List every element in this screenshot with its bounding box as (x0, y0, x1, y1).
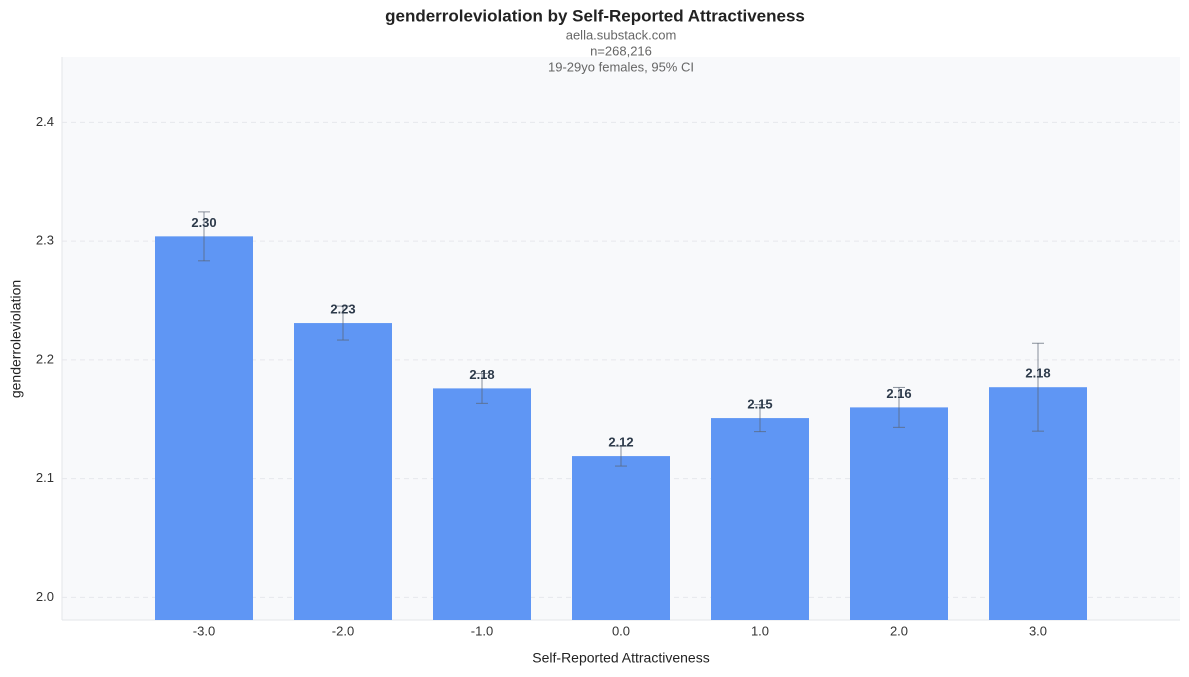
bar (155, 236, 253, 620)
chart-title: genderroleviolation by Self-Reported Att… (385, 6, 805, 25)
x-tick-label: -1.0 (471, 623, 493, 638)
subtitle: n=268,216 (590, 43, 652, 58)
x-tick-label: 1.0 (751, 623, 769, 638)
bar (294, 323, 392, 620)
x-tick-label: 2.0 (890, 623, 908, 638)
bar (433, 388, 531, 620)
bar (711, 418, 809, 620)
x-axis-label: Self-Reported Attractiveness (532, 650, 709, 666)
x-tick-label: 0.0 (612, 623, 630, 638)
y-axis-label: genderroleviolation (8, 280, 24, 398)
y-tick-label: 2.3 (36, 233, 54, 248)
data-label: 2.12 (608, 435, 633, 450)
bar (572, 456, 670, 620)
data-label: 2.16 (886, 386, 911, 401)
bar (850, 407, 948, 620)
subtitle: aella.substack.com (566, 27, 677, 42)
data-label: 2.18 (1025, 366, 1050, 381)
y-tick-label: 2.4 (36, 114, 54, 129)
data-label: 2.30 (191, 215, 216, 230)
y-tick-label: 2.1 (36, 470, 54, 485)
y-tick-label: 2.0 (36, 589, 54, 604)
data-label: 2.23 (330, 301, 355, 316)
data-label: 2.15 (747, 397, 772, 412)
x-tick-label: 3.0 (1029, 623, 1047, 638)
x-tick-label: -2.0 (332, 623, 354, 638)
subtitle: 19-29yo females, 95% CI (548, 59, 694, 74)
y-tick-label: 2.2 (36, 351, 54, 366)
x-tick-label: -3.0 (193, 623, 215, 638)
data-label: 2.18 (469, 367, 494, 382)
